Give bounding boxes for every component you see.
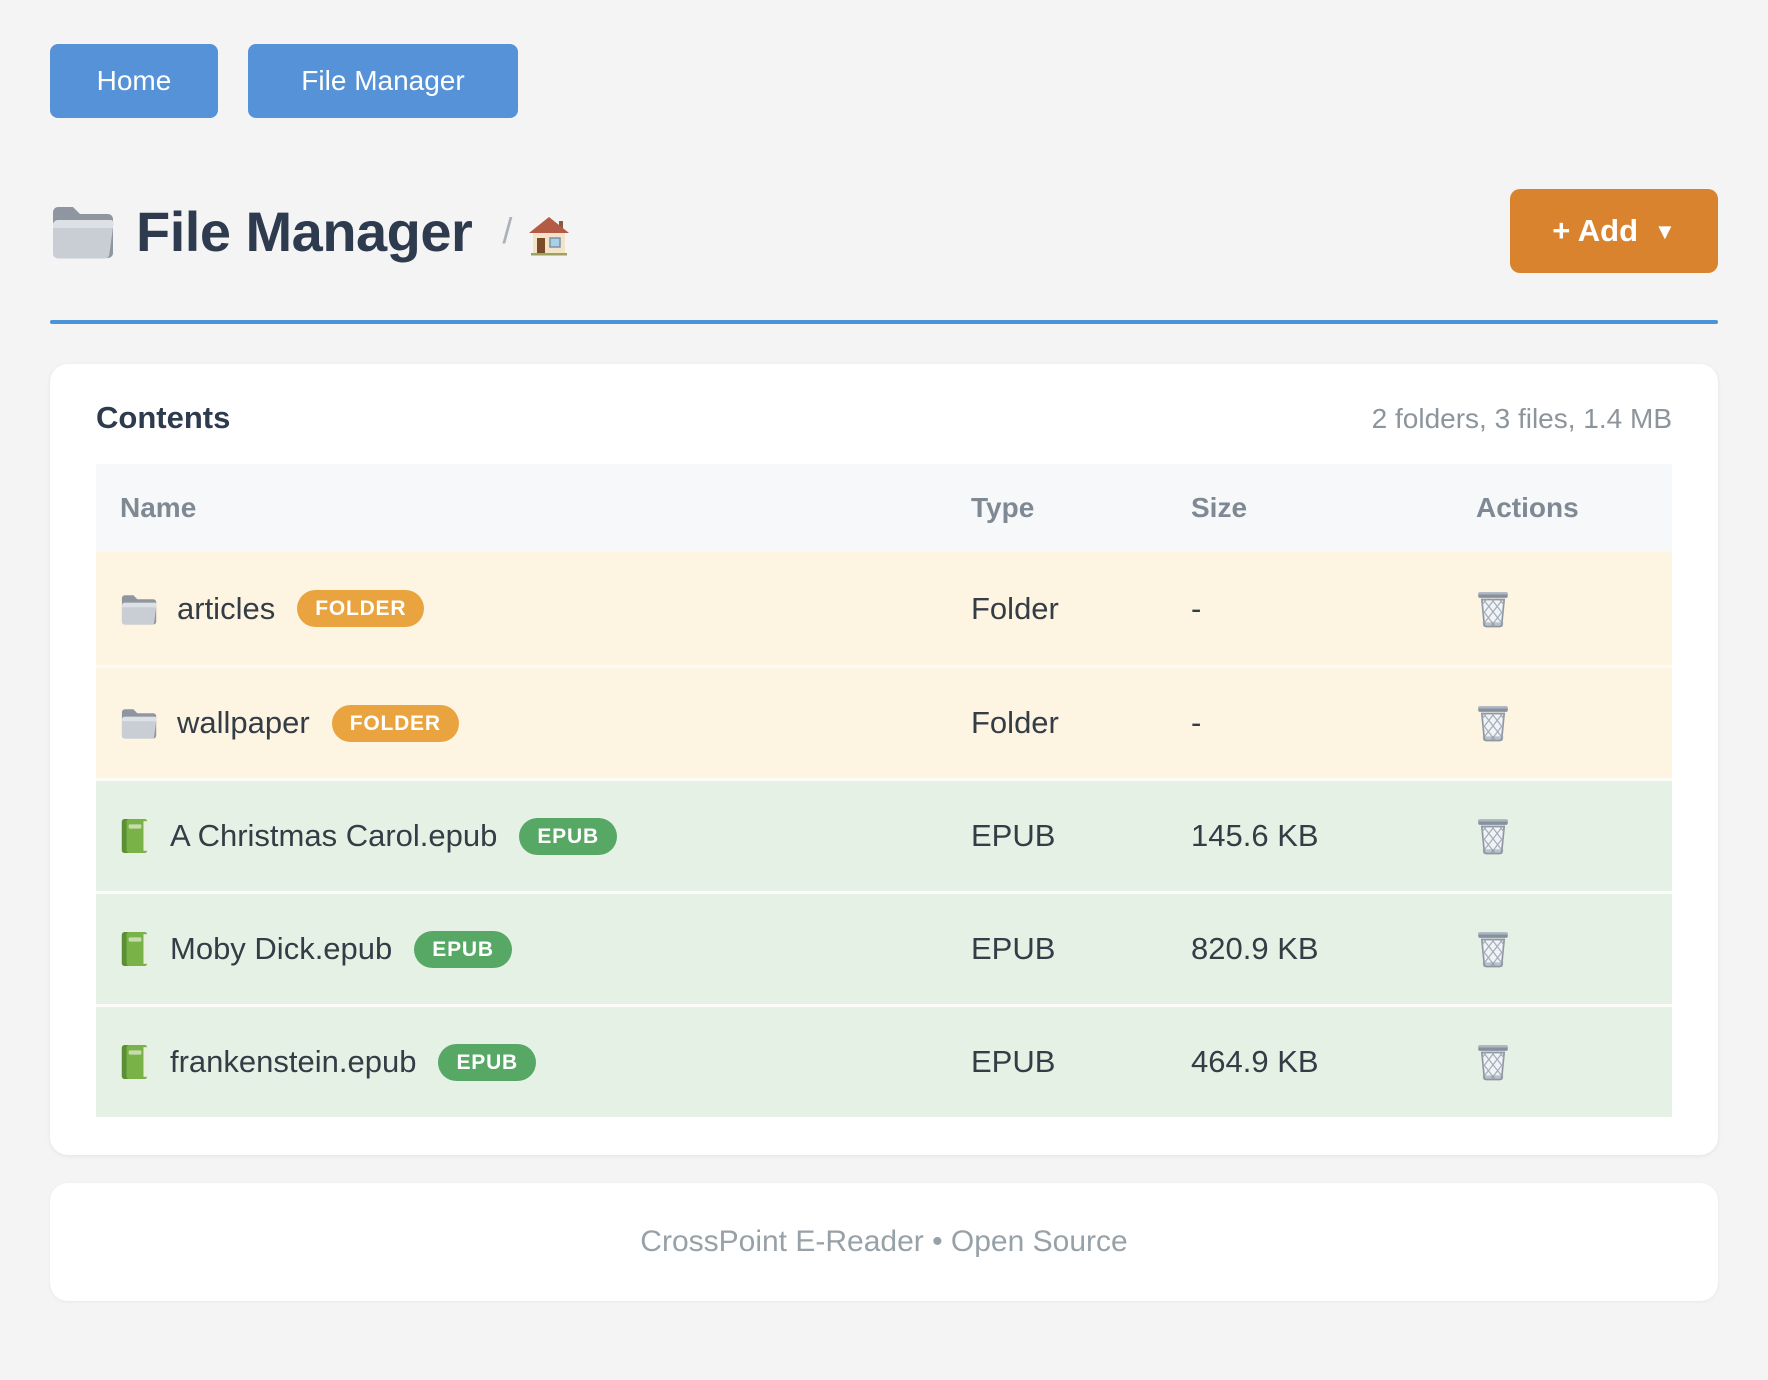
- table-row: articles FOLDER Folder -: [96, 552, 1672, 665]
- column-header-name: Name: [120, 492, 197, 523]
- file-name: Moby Dick.epub: [170, 931, 393, 966]
- file-size: 820.9 KB: [1191, 931, 1319, 966]
- file-name: wallpaper: [177, 705, 310, 740]
- trash-icon: [1476, 1043, 1510, 1081]
- file-manager-button[interactable]: File Manager: [248, 44, 518, 118]
- add-button-label: + Add: [1552, 213, 1639, 248]
- title-divider: [50, 320, 1718, 324]
- folder-icon: [50, 203, 114, 259]
- delete-button[interactable]: [1476, 704, 1510, 742]
- file-badge: EPUB: [414, 930, 512, 968]
- table-header-row: Name Type Size Actions: [96, 464, 1672, 552]
- column-header-size: Size: [1191, 492, 1248, 523]
- file-size: 145.6 KB: [1191, 818, 1319, 853]
- contents-summary: 2 folders, 3 files, 1.4 MB: [1371, 403, 1672, 434]
- file-badge: FOLDER: [331, 704, 459, 742]
- caret-down-icon: ▼: [1654, 219, 1676, 244]
- file-name-cell[interactable]: A Christmas Carol.epub EPUB: [96, 817, 971, 855]
- breadcrumb: /: [502, 206, 570, 256]
- column-header-actions: Actions: [1476, 492, 1579, 523]
- house-icon[interactable]: [512, 206, 570, 256]
- delete-button[interactable]: [1476, 817, 1510, 855]
- delete-button[interactable]: [1476, 1043, 1510, 1081]
- footer-text: CrossPoint E-Reader • Open Source: [640, 1225, 1128, 1258]
- page-title: File Manager: [136, 199, 473, 263]
- file-type: Folder: [971, 590, 1059, 626]
- book-icon: [120, 931, 150, 967]
- trash-icon: [1476, 704, 1510, 742]
- file-badge: EPUB: [438, 1043, 537, 1081]
- file-name-cell[interactable]: Moby Dick.epub EPUB: [96, 930, 971, 968]
- file-size: 464.9 KB: [1191, 1044, 1319, 1079]
- file-type: EPUB: [971, 818, 1056, 853]
- footer: CrossPoint E-Reader • Open Source: [50, 1183, 1718, 1301]
- trash-icon: [1476, 817, 1510, 855]
- book-icon: [120, 818, 150, 854]
- breadcrumb-separator: /: [502, 210, 513, 251]
- file-name: articles: [177, 590, 276, 626]
- file-table: Name Type Size Actions articles FOLDER F…: [96, 464, 1672, 1117]
- trash-icon: [1476, 930, 1510, 968]
- file-badge: FOLDER: [297, 590, 425, 627]
- delete-button[interactable]: [1476, 930, 1510, 968]
- contents-card: Contents 2 folders, 3 files, 1.4 MB Name…: [50, 364, 1718, 1155]
- file-badge: EPUB: [519, 817, 617, 855]
- column-header-type: Type: [971, 492, 1035, 523]
- page-header: File Manager / + Add ▼: [50, 188, 1718, 274]
- folder-icon: [120, 593, 157, 625]
- table-row: Moby Dick.epub EPUB EPUB 820.9 KB: [96, 891, 1672, 1004]
- file-size: -: [1191, 705, 1202, 740]
- file-name: frankenstein.epub: [170, 1044, 417, 1079]
- add-button[interactable]: + Add ▼: [1510, 189, 1718, 273]
- file-type: EPUB: [971, 1044, 1056, 1079]
- file-type: EPUB: [971, 931, 1056, 966]
- trash-icon: [1476, 590, 1510, 628]
- table-row: A Christmas Carol.epub EPUB EPUB 145.6 K…: [96, 778, 1672, 891]
- file-name-cell[interactable]: frankenstein.epub EPUB: [96, 1043, 971, 1081]
- page-title-group: File Manager /: [50, 199, 570, 264]
- contents-heading: Contents: [96, 400, 231, 435]
- contents-card-header: Contents 2 folders, 3 files, 1.4 MB: [96, 400, 1672, 436]
- book-icon: [120, 1044, 150, 1080]
- folder-icon: [120, 707, 157, 739]
- top-nav: Home File Manager: [50, 44, 1718, 118]
- file-name-cell[interactable]: articles FOLDER: [96, 590, 971, 627]
- table-body: articles FOLDER Folder -: [96, 552, 1672, 1117]
- delete-button[interactable]: [1476, 590, 1510, 628]
- table-row: frankenstein.epub EPUB EPUB 464.9 KB: [96, 1004, 1672, 1117]
- home-button[interactable]: Home: [50, 44, 218, 118]
- file-type: Folder: [971, 705, 1059, 740]
- file-name-cell[interactable]: wallpaper FOLDER: [96, 704, 971, 742]
- page: Home File Manager File Manager /: [50, 44, 1718, 1301]
- file-size: -: [1191, 590, 1202, 626]
- file-name: A Christmas Carol.epub: [170, 818, 498, 853]
- table-row: wallpaper FOLDER Folder -: [96, 665, 1672, 778]
